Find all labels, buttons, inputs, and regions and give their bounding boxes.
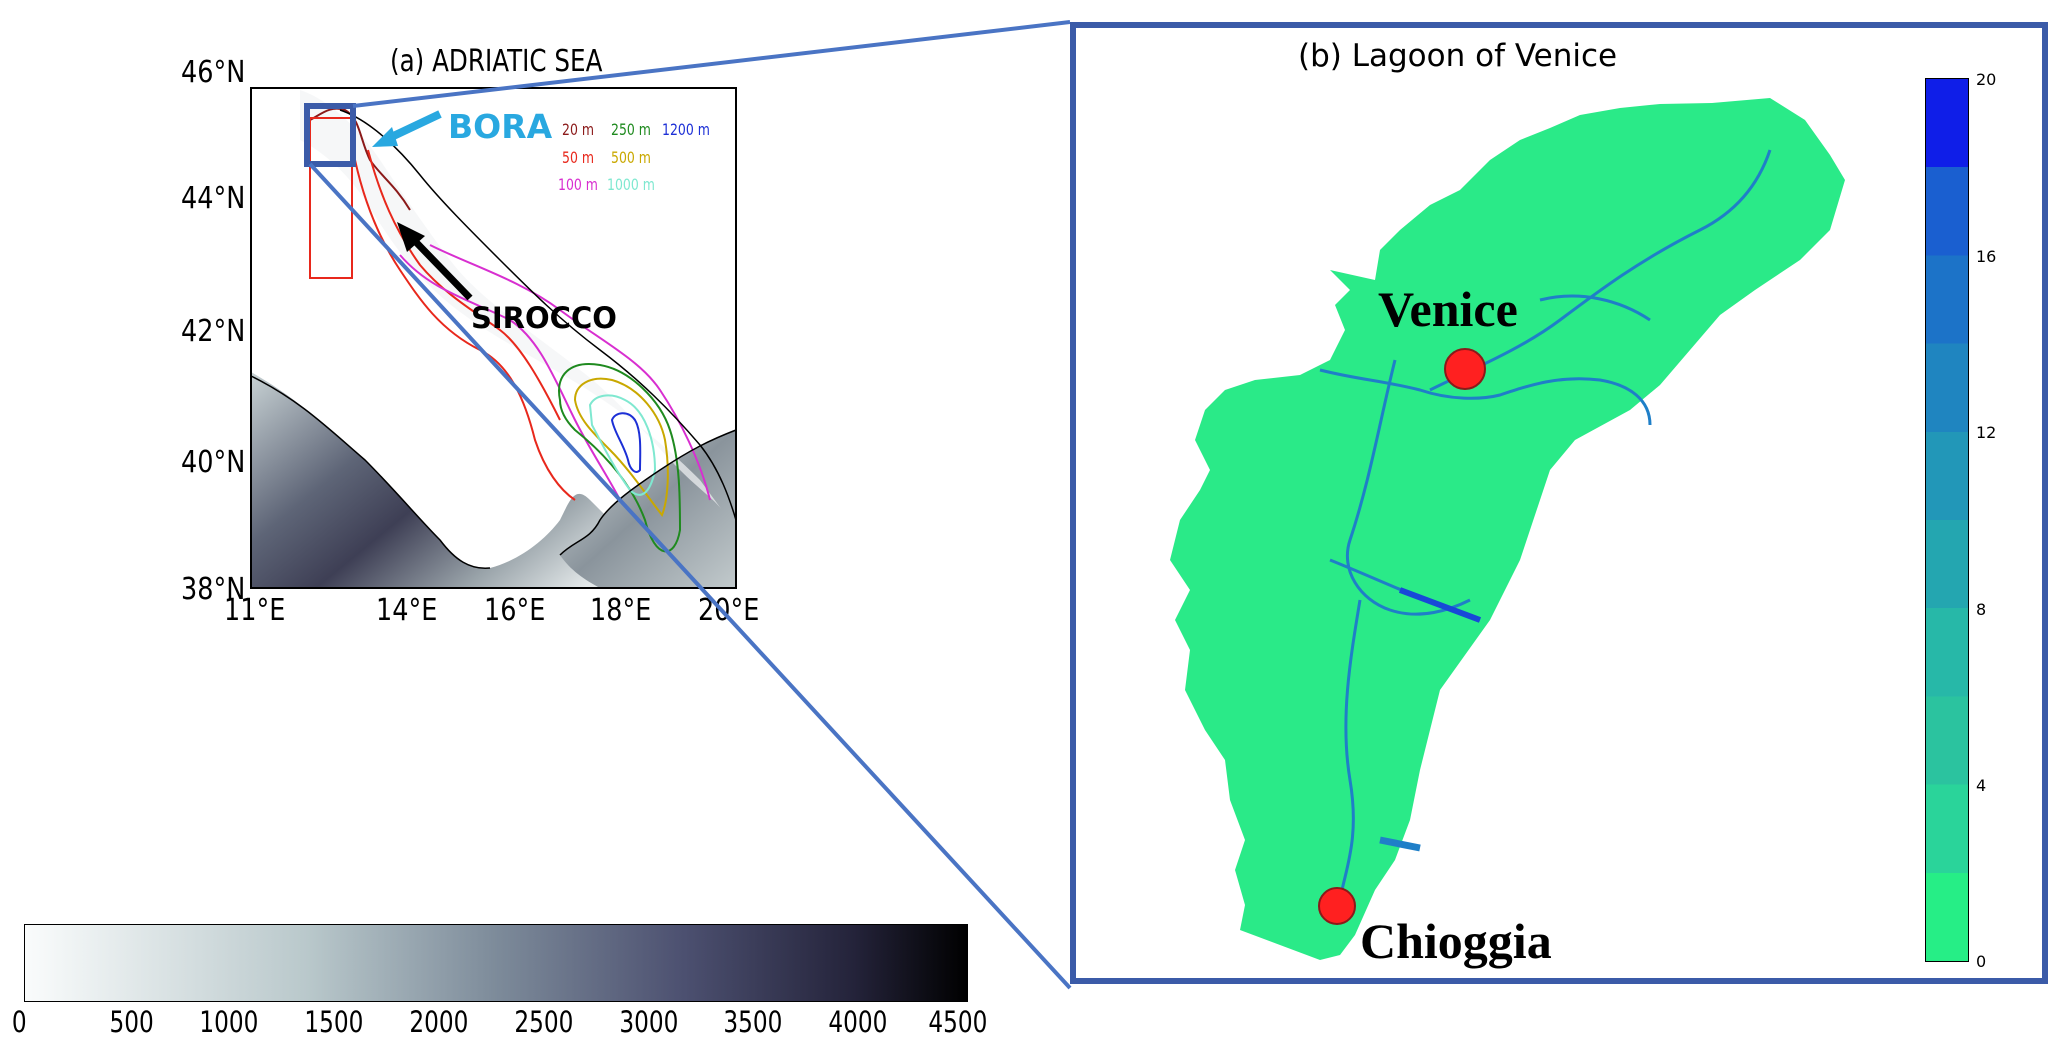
depth-colorbar xyxy=(1925,78,1969,962)
legend-1200m: 1200 m xyxy=(662,120,710,139)
elev-tick-3000: 3000 xyxy=(619,1005,679,1039)
elev-tick-2000: 2000 xyxy=(409,1005,469,1039)
elev-tick-1500: 1500 xyxy=(304,1005,364,1039)
elevation-colorbar xyxy=(24,924,968,1002)
lat-tick-42: 42°N xyxy=(181,314,246,349)
elev-tick-1000: 1000 xyxy=(199,1005,259,1039)
legend-50m: 50 m xyxy=(562,148,595,167)
depth-tick-20: 20 xyxy=(1976,70,1997,89)
lon-tick-11: 11°E xyxy=(224,593,286,628)
legend-1000m: 1000 m xyxy=(607,175,655,194)
elev-tick-2500: 2500 xyxy=(514,1005,574,1039)
depth-tick-0: 0 xyxy=(1976,952,1987,971)
elev-tick-4500: 4500 xyxy=(928,1005,988,1039)
city-label-venice: Venice xyxy=(1378,281,1518,337)
adriatic-sea xyxy=(300,90,722,510)
depth-tick-8: 8 xyxy=(1976,600,1987,619)
elev-tick-4000: 4000 xyxy=(828,1005,888,1039)
panel-b-title: (b) Lagoon of Venice xyxy=(1298,38,1618,74)
lat-tick-46: 46°N xyxy=(181,55,246,90)
lon-tick-18: 18°E xyxy=(590,593,652,628)
city-label-chioggia: Chioggia xyxy=(1360,913,1552,969)
depth-tick-12: 12 xyxy=(1976,423,1997,442)
lat-tick-40: 40°N xyxy=(181,445,246,480)
lat-tick-38: 38°N xyxy=(181,572,246,607)
depth-tick-16: 16 xyxy=(1976,247,1997,266)
elev-tick-500: 500 xyxy=(109,1005,154,1039)
lat-tick-44: 44°N xyxy=(181,181,246,216)
legend-20m: 20 m xyxy=(562,120,595,139)
elev-tick-3500: 3500 xyxy=(723,1005,783,1039)
legend-100m: 100 m xyxy=(558,175,598,194)
bora-label: BORA xyxy=(448,107,553,146)
sirocco-label: SIROCCO xyxy=(471,301,617,335)
panel-b-frame xyxy=(1070,22,2048,984)
depth-tick-4: 4 xyxy=(1976,776,1987,795)
lon-tick-14: 14°E xyxy=(376,593,438,628)
elev-tick-0: 0 xyxy=(11,1005,27,1039)
panel-a-title: (a) ADRIATIC SEA xyxy=(390,44,603,79)
lon-tick-16: 16°E xyxy=(484,593,546,628)
legend-500m: 500 m xyxy=(611,148,651,167)
lon-tick-20: 20°E xyxy=(698,593,760,628)
legend-250m: 250 m xyxy=(611,120,651,139)
